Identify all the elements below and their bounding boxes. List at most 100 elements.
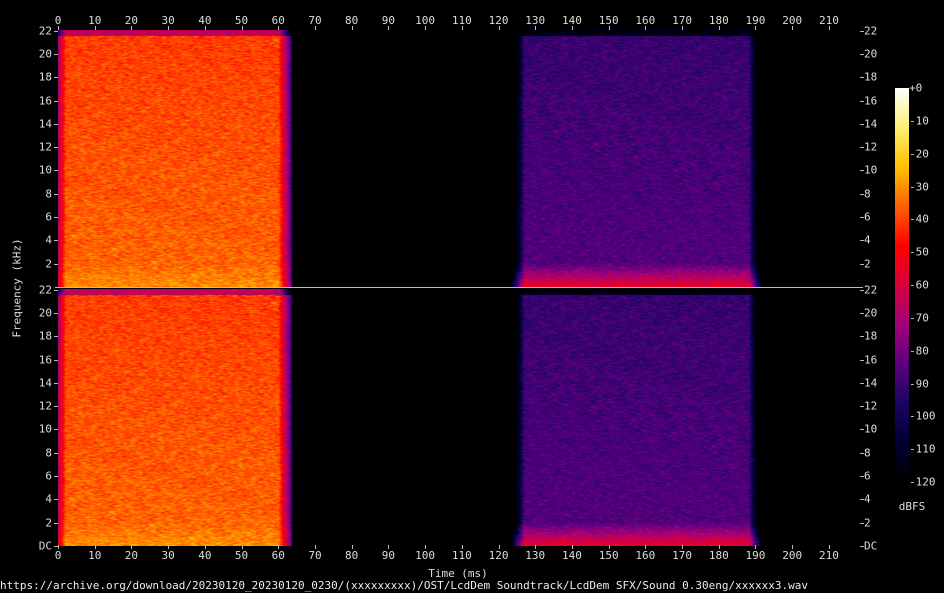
y-tick-mark bbox=[54, 359, 58, 361]
x-tick-label-top: 170 bbox=[672, 14, 692, 27]
y-tick-label-right: 6 bbox=[864, 469, 871, 483]
x-tick-mark bbox=[351, 545, 353, 549]
x-tick-label-bottom: 160 bbox=[635, 549, 656, 562]
x-tick-label-bottom: 0 bbox=[54, 549, 62, 562]
x-tick-label-top: 60 bbox=[271, 14, 285, 27]
y-tick-label-right: 8 bbox=[864, 446, 871, 460]
y-tick-mark bbox=[54, 476, 58, 478]
x-tick-label-top: 200 bbox=[782, 14, 803, 27]
y-tick-label-left: 2 bbox=[45, 516, 52, 530]
x-tick-mark bbox=[792, 545, 794, 549]
y-tick-mark bbox=[54, 217, 58, 219]
y-tick-label-left: 8 bbox=[45, 446, 52, 460]
x-tick-label-bottom: 210 bbox=[818, 549, 839, 562]
y-tick-label-right: 22 bbox=[864, 24, 878, 38]
x-tick-label-bottom: 50 bbox=[234, 549, 249, 562]
y-tick-mark bbox=[860, 382, 864, 384]
y-tick-label-left: 10 bbox=[38, 163, 52, 177]
x-tick-label-bottom: 60 bbox=[271, 549, 285, 562]
x-tick-mark bbox=[241, 545, 243, 549]
y-tick-label-right: 14 bbox=[864, 376, 878, 390]
x-tick-label-bottom: 10 bbox=[88, 549, 102, 562]
y-tick-mark bbox=[860, 499, 864, 501]
y-tick-label-left: 20 bbox=[38, 306, 52, 320]
y-tick-label-left: 16 bbox=[38, 353, 52, 366]
colorbar-tick-label: -60 bbox=[909, 278, 929, 292]
x-tick-label-top: 130 bbox=[525, 14, 546, 27]
colorbar-tick-label: -90 bbox=[909, 377, 929, 390]
colorbar-tick-label: -10 bbox=[909, 114, 929, 128]
y-tick-mark bbox=[860, 217, 864, 219]
colorbar-tick-label: -30 bbox=[909, 180, 929, 193]
colorbar-tick-label: -40 bbox=[909, 212, 929, 226]
y-tick-mark bbox=[860, 476, 864, 478]
y-tick-label-right: 18 bbox=[864, 329, 878, 343]
x-tick-mark bbox=[204, 545, 206, 549]
x-tick-mark bbox=[498, 545, 500, 549]
y-tick-label-right: 22 bbox=[864, 283, 878, 297]
y-tick-label-right: 12 bbox=[864, 399, 878, 413]
x-tick-mark bbox=[461, 545, 463, 549]
spectrogram-channel-2 bbox=[58, 289, 860, 546]
y-tick-label-right: 10 bbox=[864, 163, 878, 177]
y-tick-mark bbox=[54, 546, 58, 547]
y-tick-label-left: 8 bbox=[45, 187, 52, 201]
y-tick-mark bbox=[860, 429, 864, 431]
x-tick-label-top: 70 bbox=[308, 14, 322, 27]
y-tick-label-left: 6 bbox=[45, 469, 52, 483]
x-tick-label-bottom: 190 bbox=[745, 549, 766, 562]
x-tick-label-bottom: 140 bbox=[562, 549, 582, 562]
x-tick-mark bbox=[388, 545, 390, 549]
x-tick-mark bbox=[571, 545, 573, 549]
x-tick-label-bottom: 170 bbox=[672, 549, 692, 562]
x-tick-label-bottom: 100 bbox=[415, 549, 436, 562]
y-tick-mark bbox=[860, 100, 864, 102]
spectrogram-channel-1 bbox=[58, 30, 860, 287]
y-tick-label-right: DC bbox=[864, 539, 878, 553]
y-tick-mark bbox=[54, 429, 58, 431]
x-tick-label-bottom: 150 bbox=[598, 549, 619, 562]
y-tick-mark bbox=[860, 30, 864, 32]
y-tick-mark bbox=[54, 170, 58, 172]
x-tick-mark bbox=[168, 545, 170, 549]
x-tick-label-top: 20 bbox=[124, 14, 139, 27]
y-tick-mark bbox=[860, 522, 864, 524]
colorbar bbox=[895, 88, 909, 483]
y-tick-mark bbox=[860, 546, 864, 547]
y-tick-label-right: 4 bbox=[864, 492, 871, 506]
x-tick-label-top: 110 bbox=[451, 14, 472, 27]
x-tick-mark bbox=[535, 26, 537, 30]
x-tick-mark bbox=[608, 26, 610, 30]
y-tick-label-left: 4 bbox=[45, 233, 52, 247]
y-tick-label-right: 18 bbox=[864, 70, 878, 84]
y-axis-label: Frequency (kHz) bbox=[10, 238, 24, 338]
y-tick-mark bbox=[54, 452, 58, 454]
x-tick-label-bottom: 80 bbox=[345, 549, 359, 562]
y-tick-mark bbox=[54, 193, 58, 195]
colorbar-tick-label: -80 bbox=[909, 344, 929, 358]
y-tick-mark bbox=[54, 100, 58, 102]
y-tick-mark bbox=[54, 522, 58, 524]
x-tick-mark bbox=[278, 545, 280, 549]
x-tick-mark bbox=[131, 545, 133, 549]
y-tick-label-right: 2 bbox=[864, 516, 871, 530]
x-tick-mark bbox=[168, 26, 170, 30]
y-tick-label-left: 12 bbox=[38, 140, 52, 154]
x-tick-mark bbox=[682, 26, 684, 30]
x-tick-mark bbox=[718, 545, 720, 549]
y-tick-label-left: DC bbox=[38, 539, 52, 553]
y-tick-mark bbox=[54, 499, 58, 501]
x-tick-label-top: 180 bbox=[708, 14, 729, 27]
x-tick-label-top: 10 bbox=[88, 14, 102, 27]
y-tick-mark bbox=[860, 263, 864, 265]
y-tick-label-right: 2 bbox=[864, 257, 871, 271]
x-tick-label-top: 150 bbox=[598, 14, 619, 27]
y-tick-mark bbox=[54, 312, 58, 314]
y-tick-label-right: 20 bbox=[864, 306, 878, 320]
y-tick-label-left: 10 bbox=[38, 422, 52, 436]
x-tick-label-top: 210 bbox=[818, 14, 839, 27]
y-tick-mark bbox=[860, 193, 864, 195]
y-tick-mark bbox=[54, 263, 58, 265]
x-tick-label-bottom: 200 bbox=[782, 549, 803, 562]
colorbar-tick-label: -110 bbox=[909, 442, 936, 456]
